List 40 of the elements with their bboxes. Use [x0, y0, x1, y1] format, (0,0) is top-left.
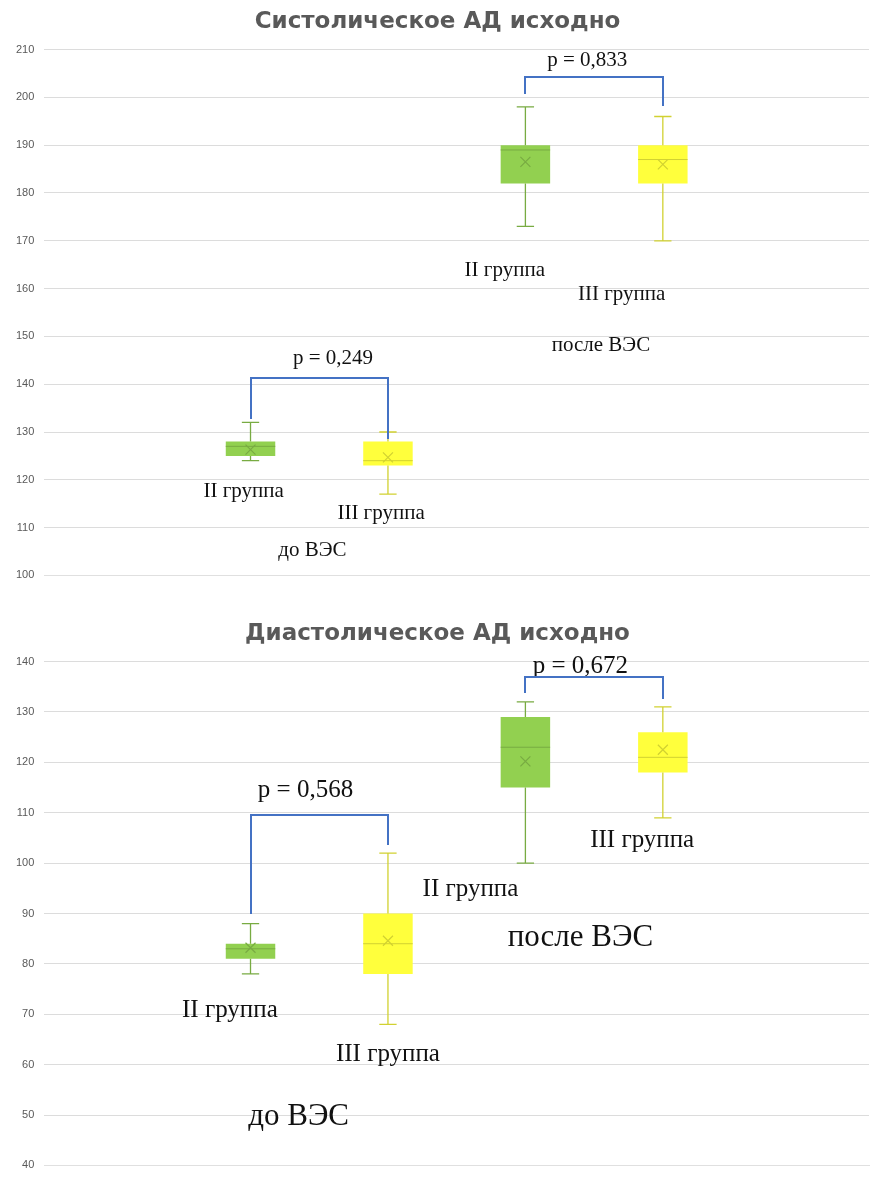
- chart-title: Систолическое АД исходно: [254, 6, 621, 33]
- annotation: III группа: [335, 1038, 440, 1067]
- y-tick-label: 110: [16, 520, 35, 533]
- annotation: II группа: [182, 994, 278, 1023]
- y-tick-label: 180: [15, 186, 35, 199]
- y-tick-label: 160: [15, 281, 35, 294]
- y-tick-label: 140: [15, 654, 35, 667]
- annotation: до ВЭС: [248, 1097, 350, 1134]
- annotation: II группа: [422, 874, 519, 903]
- y-tick-label: 60: [22, 1057, 35, 1070]
- annotation: p = 0,568: [257, 775, 354, 804]
- annotation: III группа: [590, 824, 695, 853]
- y-tick-label: 100: [15, 568, 35, 581]
- y-tick-label: 120: [15, 755, 35, 768]
- y-tick-label: 190: [15, 138, 35, 151]
- annotation: II группа: [464, 256, 545, 282]
- annotation: II группа: [203, 477, 284, 503]
- annotation: III группа: [337, 499, 425, 525]
- chart-title: Диастолическое АД исходно: [245, 618, 630, 645]
- y-tick-label: 130: [15, 705, 35, 718]
- y-tick-label: 120: [15, 472, 35, 485]
- annotation: III группа: [577, 280, 666, 306]
- annotation: p = 0,249: [292, 344, 374, 370]
- y-tick-label: 80: [22, 956, 35, 969]
- y-tick-label: 50: [22, 1108, 35, 1121]
- y-tick-label: 70: [22, 1007, 35, 1020]
- y-tick-label: 150: [15, 329, 35, 342]
- y-tick-label: 130: [15, 425, 35, 438]
- annotation: до ВЭС: [278, 536, 347, 562]
- annotation: после ВЭС: [551, 331, 651, 357]
- y-tick-label: 140: [15, 377, 35, 390]
- y-tick-label: 210: [15, 42, 35, 55]
- y-tick-label: 200: [15, 90, 35, 103]
- y-tick-label: 110: [16, 805, 35, 818]
- y-tick-label: 100: [15, 856, 35, 869]
- annotation: после ВЭС: [507, 917, 654, 954]
- annotation: p = 0,833: [547, 46, 628, 72]
- y-tick-label: 40: [22, 1158, 35, 1171]
- y-tick-label: 90: [22, 906, 35, 919]
- y-tick-label: 170: [15, 233, 35, 246]
